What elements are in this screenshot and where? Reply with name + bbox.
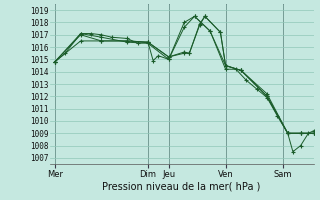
X-axis label: Pression niveau de la mer( hPa ): Pression niveau de la mer( hPa ) — [102, 181, 261, 191]
